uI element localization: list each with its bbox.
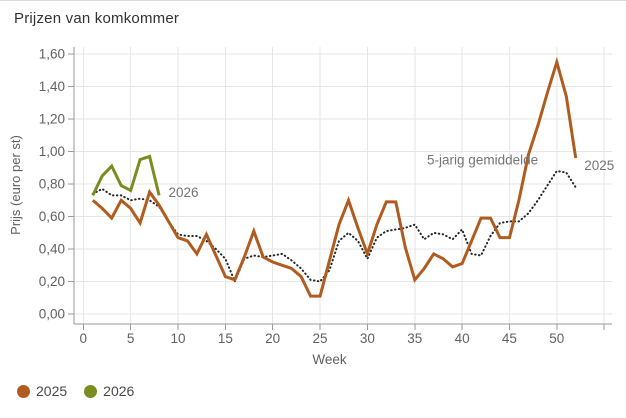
x-axis-title: Week: [312, 352, 347, 367]
x-tick-label: 10: [170, 331, 185, 346]
x-tick-label: 15: [218, 331, 233, 346]
y-tick-label: 0,00: [39, 307, 65, 322]
legend-label: 2026: [103, 383, 135, 399]
x-tick-label: 5: [127, 331, 135, 346]
x-tick-label: 40: [455, 331, 470, 346]
y-axis-title: Prijs (euro per st): [8, 135, 23, 235]
annotation-5-jarig-gemiddelde: 5-jarig gemiddelde: [427, 153, 538, 168]
y-tick-label: 1,00: [39, 144, 65, 159]
x-tick-label: 0: [80, 331, 88, 346]
legend-marker-2026: [84, 384, 98, 398]
x-tick-label: 45: [502, 331, 517, 346]
price-chart: 0,00 0,20 0,40 0,60 0,80 1,00 1,20 1,40 1,60 0 5 10…: [8, 47, 614, 368]
legend-marker-2025: [17, 384, 30, 398]
y-tick-label: 1,40: [39, 79, 65, 94]
legend-label: 2025: [36, 383, 68, 399]
y-tick-label: 1,60: [39, 47, 65, 62]
legend-item-2026[interactable]: 2026: [84, 383, 134, 399]
x-tick-label: 25: [313, 331, 328, 346]
y-tick-label: 0,60: [39, 209, 65, 224]
series-line-5-jarig-gemiddelde[interactable]: [91, 169, 577, 285]
annotation-2026: 2026: [169, 185, 199, 200]
legend: 2025 2026: [17, 383, 134, 399]
series-line-2025[interactable]: [91, 56, 578, 298]
y-tick-label: 0,80: [39, 177, 65, 192]
legend-item-2025[interactable]: 2025: [17, 383, 67, 399]
x-tick-label: 20: [265, 331, 280, 346]
annotation-2025: 2025: [584, 158, 614, 173]
y-tick-label: 0,40: [39, 242, 65, 257]
x-tick-label: 30: [360, 331, 375, 346]
x-tick-label: 50: [549, 331, 564, 346]
x-tick-label: 35: [407, 331, 422, 346]
y-tick-label: 0,20: [39, 274, 65, 289]
series-line-2026[interactable]: [91, 154, 161, 197]
y-tick-label: 1,20: [39, 112, 65, 127]
chart-title: Prijzen van komkommer: [14, 10, 180, 27]
